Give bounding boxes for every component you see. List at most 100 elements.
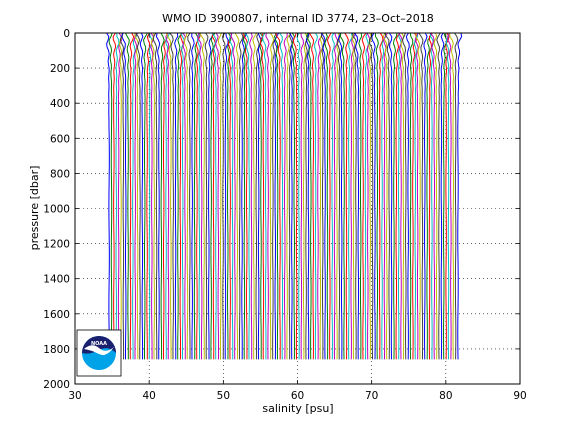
salinity-profile — [331, 32, 335, 360]
salinity-profile — [221, 32, 226, 360]
salinity-profile — [165, 32, 172, 360]
x-tick-label: 70 — [365, 390, 378, 402]
salinity-profile — [215, 32, 220, 360]
salinity-profile — [150, 32, 154, 360]
salinity-profile — [378, 32, 384, 360]
salinity-profile — [210, 32, 216, 360]
salinity-profile — [361, 32, 367, 360]
salinity-profile — [333, 32, 338, 360]
ticks-layer: 30 40 50 60 70 80 90 0 200 400 600 800 1000 1200 1400 1… — [43, 28, 526, 402]
salinity-profile — [409, 32, 414, 360]
salinity-profile — [135, 32, 141, 360]
salinity-profile — [224, 32, 229, 360]
salinity-profile — [344, 32, 349, 360]
salinity-profile — [306, 32, 312, 360]
salinity-profile — [308, 32, 315, 360]
salinity-profile — [227, 32, 232, 360]
salinity-profile — [401, 32, 407, 360]
salinity-profile — [288, 32, 293, 360]
salinity-profile — [286, 32, 292, 360]
plot-frame — [74, 32, 521, 385]
salinity-profile — [319, 32, 325, 360]
salinity-profile — [112, 32, 117, 360]
salinity-profile — [165, 32, 170, 360]
salinity-profile — [368, 32, 374, 360]
salinity-profile — [291, 32, 295, 360]
salinity-profile — [146, 32, 151, 360]
salinity-profile — [317, 32, 324, 360]
salinity-profile — [303, 32, 308, 360]
salinity-profile — [449, 32, 454, 360]
noaa-logo: NOAA — [76, 329, 122, 377]
salinity-profile — [160, 32, 165, 360]
salinity-profile — [415, 32, 421, 360]
salinity-profile — [300, 32, 304, 360]
salinity-profile — [395, 32, 401, 360]
salinity-profile — [457, 32, 463, 360]
salinity-profile — [388, 32, 393, 360]
salinity-profile — [412, 32, 418, 360]
salinity-profile — [445, 32, 450, 360]
salinity-profile — [183, 32, 189, 360]
salinity-profile — [351, 32, 356, 360]
salinity-profile — [208, 32, 214, 360]
salinity-profile — [255, 32, 260, 360]
salinity-profile — [265, 32, 270, 360]
salinity-profile — [177, 32, 183, 360]
salinity-profile — [336, 32, 341, 360]
salinity-profile — [238, 32, 244, 360]
salinity-profile — [242, 32, 247, 360]
salinity-profile — [269, 32, 275, 360]
salinity-profile — [174, 32, 179, 360]
salinity-profile — [241, 32, 248, 360]
salinity-profile — [180, 32, 185, 360]
salinity-profile — [204, 32, 209, 360]
salinity-profile — [338, 32, 343, 360]
salinity-profile — [353, 32, 360, 360]
salinity-profile — [405, 32, 410, 360]
profiles-layer — [106, 32, 463, 360]
salinity-profile — [197, 32, 203, 360]
y-tick-label: 400 — [50, 98, 70, 110]
salinity-profile — [320, 32, 326, 360]
x-tick-label: 40 — [142, 390, 155, 402]
salinity-profile — [274, 32, 280, 360]
y-tick-label: 200 — [50, 63, 70, 75]
salinity-profile — [108, 32, 113, 360]
y-tick-label: 600 — [50, 133, 70, 145]
salinity-profile — [350, 32, 357, 360]
salinity-profile — [191, 32, 195, 360]
salinity-profile — [289, 32, 294, 360]
salinity-profile — [134, 32, 139, 360]
salinity-profile — [217, 32, 223, 360]
salinity-profile — [397, 32, 402, 360]
salinity-profile — [187, 32, 192, 360]
y-tick-label: 1800 — [43, 344, 70, 356]
chart-title: WMO ID 3900807, internal ID 3774, 23–Oct… — [162, 12, 434, 25]
salinity-profile — [169, 32, 174, 360]
salinity-profile — [436, 32, 441, 360]
salinity-profile — [182, 32, 186, 360]
salinity-profile — [249, 32, 253, 360]
salinity-profile — [262, 32, 267, 360]
salinity-profile — [115, 33, 120, 360]
salinity-profile — [426, 32, 433, 360]
salinity-profile — [339, 32, 345, 360]
salinity-profile — [257, 32, 262, 360]
salinity-profile — [133, 32, 139, 360]
salinity-profile — [228, 32, 234, 360]
salinity-profile — [382, 32, 388, 360]
salinity-profile — [148, 32, 153, 360]
noaa-emblem-icon: NOAA — [82, 336, 116, 370]
salinity-profile — [418, 32, 424, 360]
salinity-profile — [227, 32, 232, 360]
salinity-profile — [429, 32, 434, 360]
x-tick-label: 90 — [513, 390, 526, 402]
salinity-profile — [392, 32, 398, 360]
salinity-profile — [400, 32, 405, 360]
salinity-profile — [106, 32, 110, 360]
salinity-profile — [292, 32, 298, 360]
noaa-logo-text: NOAA — [91, 341, 107, 347]
salinity-profile — [433, 32, 438, 360]
